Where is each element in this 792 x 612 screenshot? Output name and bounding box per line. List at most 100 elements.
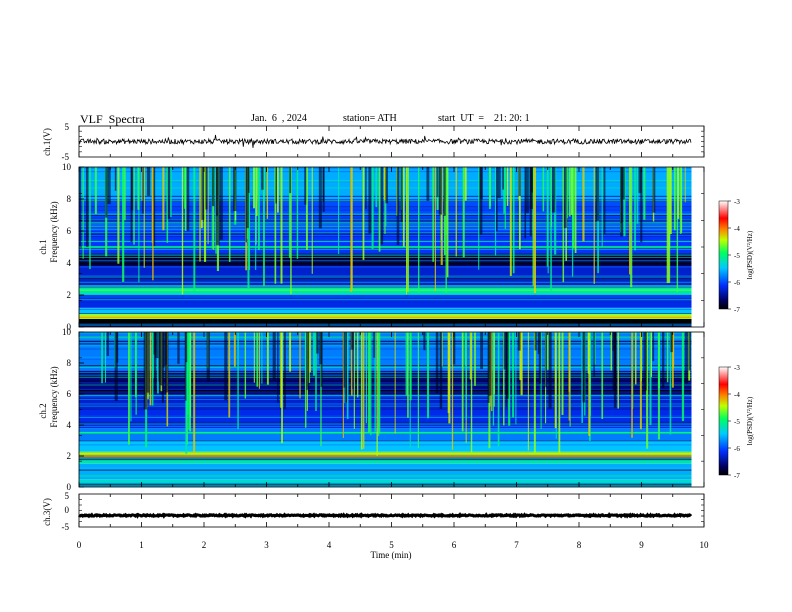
sferic-streak xyxy=(320,332,322,447)
spectrogram-texture-line xyxy=(79,399,692,400)
dark-gap-streak xyxy=(316,332,319,354)
freq-tick-label-0: 0 xyxy=(67,482,72,492)
sferic-streak xyxy=(357,332,359,398)
dark-gap-streak xyxy=(116,332,119,363)
dark-gap-streak xyxy=(480,332,484,370)
dark-gap-streak xyxy=(322,167,325,212)
spectrogram-texture-line xyxy=(79,380,692,382)
sferic-streak xyxy=(188,332,190,430)
dark-gap-streak xyxy=(662,332,665,388)
sferic-streak xyxy=(497,332,500,447)
sferic-streak xyxy=(512,332,515,418)
sferic-streak xyxy=(82,167,84,259)
sferic-streak xyxy=(362,167,365,260)
dark-gap-streak xyxy=(319,332,323,365)
dark-gap-streak xyxy=(114,332,118,401)
ch1-ytick-5: 5 xyxy=(65,122,70,132)
sferic-streak xyxy=(203,167,207,262)
dark-gap-streak xyxy=(304,167,307,205)
sferic-streak xyxy=(540,332,542,430)
dark-gap-streak xyxy=(612,332,615,351)
sferic-streak xyxy=(677,167,680,219)
colorbar-tick-label--4: -4 xyxy=(734,391,740,399)
sferic-streak xyxy=(461,332,464,432)
ch1-spectrogram-yticks: 0 2 4 6 8 10 xyxy=(62,162,84,332)
spectrogram-texture-line xyxy=(79,476,692,478)
spectrogram-texture-line xyxy=(79,266,692,268)
sferic-streak xyxy=(451,332,454,450)
dark-gap-streak xyxy=(518,167,521,197)
ch2-colorbar-gradient xyxy=(718,366,729,476)
spectrogram-texture-line xyxy=(79,423,692,425)
sferic-streak xyxy=(104,332,107,383)
dark-gap-streak xyxy=(652,167,656,213)
sferic-streak xyxy=(515,332,517,425)
freq-tick-label-4: 4 xyxy=(67,420,72,430)
dark-gap-streak xyxy=(352,332,354,390)
spectrogram-texture-line xyxy=(79,483,692,485)
sferic-streak xyxy=(256,332,259,387)
dark-gap-streak xyxy=(548,332,552,409)
sferic-streak xyxy=(417,167,420,293)
ch3-ytick-neg5: -5 xyxy=(62,522,70,532)
colorbar-tick-label--6: -6 xyxy=(734,445,740,453)
ch3-waveform-panel: 5 0 -5 ch.3(V) xyxy=(42,491,705,532)
dark-gap-streak xyxy=(272,332,276,381)
spectrogram-texture-line xyxy=(79,277,692,279)
spectrogram-texture-line xyxy=(79,324,692,326)
sferic-streak xyxy=(491,332,493,412)
dark-gap-streak xyxy=(114,167,117,191)
spectrogram-texture-line xyxy=(79,481,692,482)
spectrogram-texture-line xyxy=(79,359,692,361)
dark-gap-streak xyxy=(443,167,446,216)
sferic-streak xyxy=(572,167,575,249)
x-tick-label-10: 10 xyxy=(700,540,710,550)
ch2-colorbar-ticks: -3 -4 -5 -6 -7 xyxy=(728,364,740,480)
sferic-streak xyxy=(617,332,619,409)
dark-gap-streak xyxy=(529,167,532,236)
sferic-streak xyxy=(676,167,679,292)
sferic-streak xyxy=(263,167,265,287)
sferic-streak xyxy=(184,167,187,231)
spectrogram-line-2 xyxy=(79,390,692,392)
dark-gap-streak xyxy=(438,167,442,215)
sferic-streak xyxy=(509,167,512,276)
dark-gap-streak xyxy=(85,167,89,247)
sferic-streak xyxy=(406,167,408,295)
spectrogram-texture-line xyxy=(79,367,692,368)
dark-gap-streak xyxy=(186,167,190,231)
sferic-streak xyxy=(149,332,152,406)
sferic-streak xyxy=(138,167,140,283)
sferic-streak xyxy=(568,332,570,421)
freq-tick-label-10: 10 xyxy=(62,162,72,172)
x-axis-tick-labels: 0 1 2 3 4 5 6 7 8 9 10 xyxy=(77,540,709,550)
sferic-streak xyxy=(407,332,409,418)
dark-gap-streak xyxy=(534,332,537,351)
dark-gap-streak xyxy=(613,332,617,408)
spectrogram-texture-line xyxy=(79,341,692,343)
spectrogram-texture-line xyxy=(79,384,692,386)
dark-gap-streak xyxy=(107,167,111,205)
dark-gap-streak xyxy=(524,167,527,239)
sferic-streak xyxy=(434,167,436,292)
spectrogram-texture-line xyxy=(79,371,692,373)
dark-gap-streak xyxy=(684,332,688,384)
spectrogram-texture-line xyxy=(79,370,692,372)
sferic-streak xyxy=(427,332,430,419)
colorbar-tick-label--7: -7 xyxy=(734,306,740,314)
sferic-streak xyxy=(546,332,550,370)
ch1-waveform-ylabel: ch.1(V) xyxy=(42,128,52,156)
sferic-streak xyxy=(581,332,584,423)
spectrogram-texture-line xyxy=(79,234,692,236)
dark-gap-streak xyxy=(154,332,157,392)
sferic-streak xyxy=(570,167,573,215)
sferic-streak xyxy=(378,332,381,434)
sferic-streak xyxy=(546,167,548,267)
sferic-streak xyxy=(669,332,672,435)
dark-gap-streak xyxy=(275,167,277,204)
spectrogram-texture-line xyxy=(79,457,692,459)
spectrogram-texture-line xyxy=(79,261,692,263)
sferic-streak xyxy=(649,332,652,426)
ch2-colorbar-label: log(PSD)(V²/Hz) xyxy=(746,396,754,445)
sferic-streak xyxy=(368,332,371,433)
